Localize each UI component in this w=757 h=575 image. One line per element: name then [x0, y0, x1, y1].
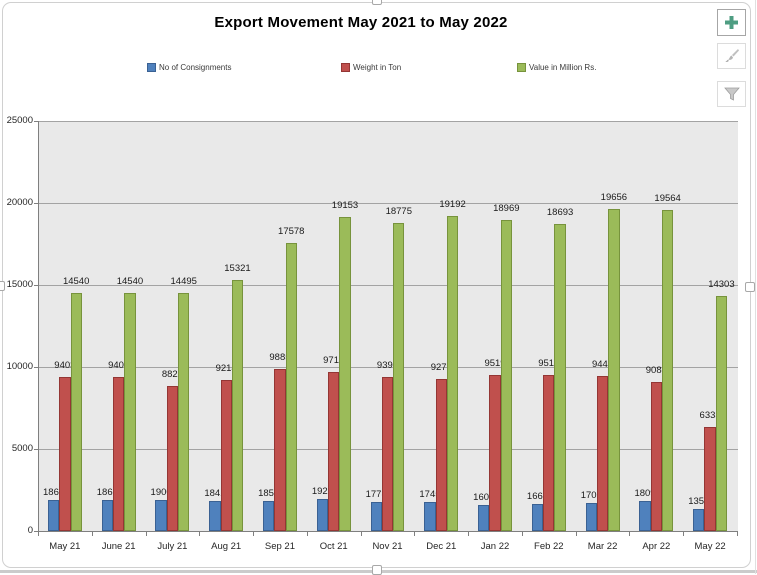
- bar-weight-in-ton[interactable]: [704, 427, 716, 531]
- bar-weight-in-ton[interactable]: [59, 376, 71, 531]
- bar-no-of-consignments[interactable]: [47, 500, 60, 531]
- bar-value-in-million-rs-[interactable]: [715, 296, 728, 531]
- bar-value-in-million-rs-[interactable]: [554, 224, 566, 531]
- legend-entry-weight[interactable]: Weight in Ton: [341, 61, 401, 73]
- legend-label: Weight in Ton: [353, 62, 402, 72]
- bar-no-of-consignments[interactable]: [155, 499, 167, 531]
- bar-weight-in-ton[interactable]: [596, 376, 609, 531]
- bar-no-of-consignments[interactable]: [531, 503, 544, 531]
- bar-value-in-million-rs-[interactable]: [70, 292, 82, 531]
- bar-no-of-consignments[interactable]: [316, 499, 329, 531]
- bar-weight-in-ton[interactable]: [220, 379, 232, 531]
- bar-value-in-million-rs-[interactable]: [661, 210, 674, 531]
- bar-value-in-million-rs-[interactable]: [393, 223, 405, 531]
- bar-no-of-consignments[interactable]: [478, 504, 490, 531]
- bar-no-of-consignments[interactable]: [370, 501, 382, 531]
- bar-no-of-consignments[interactable]: [585, 503, 597, 531]
- bar-value-in-million-rs-[interactable]: [231, 279, 244, 531]
- resize-handle-top[interactable]: [372, 0, 382, 5]
- bar-weight-in-ton[interactable]: [489, 374, 501, 531]
- chart-title[interactable]: Export Movement May 2021 to May 2022: [214, 14, 508, 31]
- funnel-icon: [723, 87, 740, 101]
- bar-no-of-consignments[interactable]: [424, 502, 436, 531]
- bar-weight-in-ton[interactable]: [543, 374, 555, 531]
- bar-weight-in-ton[interactable]: [328, 371, 340, 531]
- bar-value-in-million-rs-[interactable]: [446, 216, 459, 531]
- bar-no-of-consignments[interactable]: [639, 501, 651, 531]
- legend-label: No of Consignments: [159, 62, 232, 72]
- bar-weight-in-ton[interactable]: [166, 386, 179, 531]
- bar-value-in-million-rs-[interactable]: [339, 216, 351, 531]
- bar-weight-in-ton[interactable]: [274, 368, 286, 531]
- legend-marker-green: [517, 62, 526, 72]
- plus-icon: [725, 16, 738, 29]
- bar-weight-in-ton[interactable]: [113, 376, 125, 531]
- legend-entry-consignments[interactable]: No of Consignments: [147, 61, 231, 73]
- bar-value-in-million-rs-[interactable]: [285, 242, 297, 531]
- bar-weight-in-ton[interactable]: [435, 378, 447, 531]
- bar-weight-in-ton[interactable]: [381, 376, 394, 531]
- bar-no-of-consignments[interactable]: [263, 500, 275, 531]
- bar-value-in-million-rs-[interactable]: [500, 219, 512, 531]
- resize-handle-left[interactable]: [0, 281, 5, 291]
- bar-value-in-million-rs-[interactable]: [178, 293, 190, 531]
- legend-marker-red: [341, 62, 350, 72]
- bar-value-in-million-rs-[interactable]: [608, 208, 620, 531]
- bar-no-of-consignments[interactable]: [101, 500, 113, 531]
- legend-marker-blue: [147, 62, 156, 72]
- bar-weight-in-ton[interactable]: [650, 381, 662, 531]
- bar-no-of-consignments[interactable]: [693, 508, 705, 531]
- paintbrush-icon: [724, 49, 739, 63]
- add-chart-element-button[interactable]: [717, 9, 746, 36]
- sheet-gridline-right: [755, 0, 756, 574]
- legend-label: Value in Million Rs.: [529, 62, 597, 72]
- bar-value-in-million-rs-[interactable]: [124, 292, 136, 531]
- bar-no-of-consignments[interactable]: [209, 500, 221, 531]
- chart-filters-button[interactable]: [717, 81, 746, 107]
- chart-styles-button[interactable]: [717, 43, 746, 69]
- legend-entry-value[interactable]: Value in Million Rs.: [517, 61, 596, 73]
- resize-handle-right[interactable]: [745, 282, 755, 292]
